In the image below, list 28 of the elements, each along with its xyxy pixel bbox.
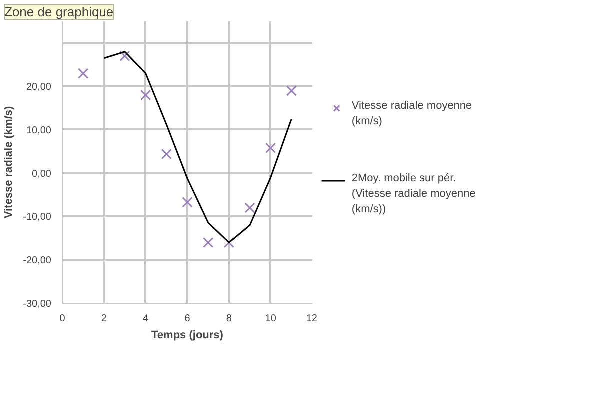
y-tick-label: 10,00 xyxy=(26,125,52,136)
point xyxy=(140,90,152,101)
text: Zone de graphique xyxy=(4,4,114,20)
y-axis-title: Vitesse radiale (km/s) xyxy=(3,106,16,219)
point xyxy=(120,50,130,62)
legend-label: Vitesse radiale moyenne (km/s) xyxy=(352,100,472,128)
y-tick-label: 20,00 xyxy=(26,82,52,94)
line-series xyxy=(103,51,292,244)
x-tick-label: 10 xyxy=(265,314,277,324)
x-tick-label: 0 xyxy=(60,314,66,324)
x-axis-title: Temps (jours) xyxy=(152,330,224,342)
point xyxy=(244,202,256,214)
y-tick-label: 0,00 xyxy=(32,168,52,180)
y-tick-label: -20,00 xyxy=(23,256,52,267)
y-tick-label: -30,00 xyxy=(23,299,52,310)
x-tick-label: 12 xyxy=(306,314,318,324)
x-tick-label: 8 xyxy=(226,314,232,324)
point xyxy=(78,68,89,79)
point xyxy=(265,142,276,154)
y-tick-label: -10,00 xyxy=(23,212,52,224)
x-tick-label: 2 xyxy=(101,314,108,324)
x-tick-label: 4 xyxy=(143,314,150,324)
point xyxy=(202,237,214,248)
point xyxy=(286,86,298,96)
legend-label: 2Moy. mobile sur pér. (Vitesse radiale moyenne (km/s)) xyxy=(352,172,476,216)
x-tick-label: 6 xyxy=(184,314,191,324)
point xyxy=(182,197,193,208)
point xyxy=(161,148,172,160)
